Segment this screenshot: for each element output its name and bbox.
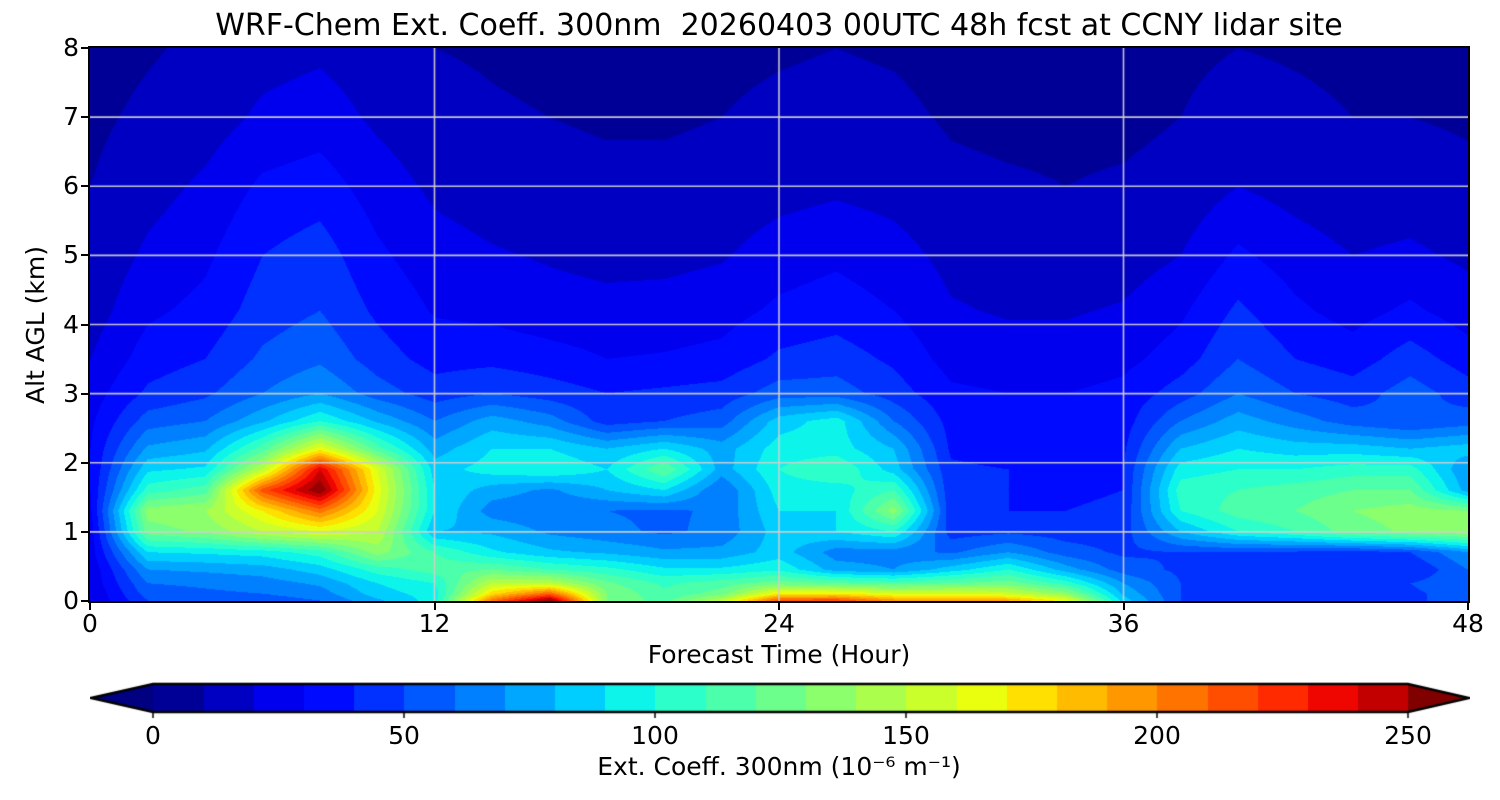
colorbar-tick-label: 150: [882, 721, 930, 750]
x-tick-label: 0: [82, 609, 98, 638]
colorbar-tick-label: 100: [631, 721, 679, 750]
colorbar-label: Ext. Coeff. 300nm (10⁻⁶ m⁻¹): [597, 752, 961, 781]
y-tick-mark: [81, 185, 88, 188]
y-tick-label: 2: [63, 447, 79, 477]
y-tick-mark: [81, 323, 88, 326]
x-tick-label: 24: [763, 609, 795, 638]
x-tick-mark: [1467, 603, 1469, 610]
x-tick-mark: [1122, 603, 1125, 610]
y-tick-mark: [81, 392, 88, 395]
y-tick-label: 5: [63, 240, 79, 270]
y-tick-label: 8: [63, 33, 79, 62]
y-tick-label: 7: [63, 102, 79, 132]
y-tick-label: 4: [63, 309, 79, 339]
y-tick-label: 3: [63, 378, 79, 408]
y-tick-label: 1: [63, 516, 79, 546]
plot-area: [88, 46, 1470, 603]
y-tick-mark: [81, 254, 88, 257]
colorbar-tick-label: 200: [1133, 721, 1181, 750]
colorbar-tick-label: 0: [145, 721, 161, 750]
y-tick-mark: [81, 461, 88, 464]
chart-title: WRF-Chem Ext. Coeff. 300nm 20260403 00UT…: [215, 8, 1343, 43]
colorbar-tick-label: 250: [1384, 721, 1432, 750]
y-tick-mark: [81, 530, 88, 533]
x-tick-mark: [89, 603, 91, 610]
y-tick-label: 0: [63, 586, 79, 615]
colorbar: [90, 682, 1470, 720]
x-tick-mark: [778, 603, 780, 610]
colorbar-canvas: [90, 682, 1470, 720]
x-tick-label: 36: [1107, 609, 1140, 638]
colorbar-tick-label: 50: [388, 721, 420, 750]
x-tick-label: 48: [1452, 609, 1484, 638]
x-tick-label: 12: [418, 609, 451, 638]
y-tick-mark: [81, 600, 88, 602]
y-tick-label: 6: [63, 171, 79, 201]
x-axis-label: Forecast Time (Hour): [647, 640, 911, 669]
y-tick-mark: [81, 116, 88, 119]
y-tick-mark: [81, 47, 88, 49]
x-tick-mark: [433, 603, 436, 610]
heatmap-canvas: [90, 48, 1468, 601]
